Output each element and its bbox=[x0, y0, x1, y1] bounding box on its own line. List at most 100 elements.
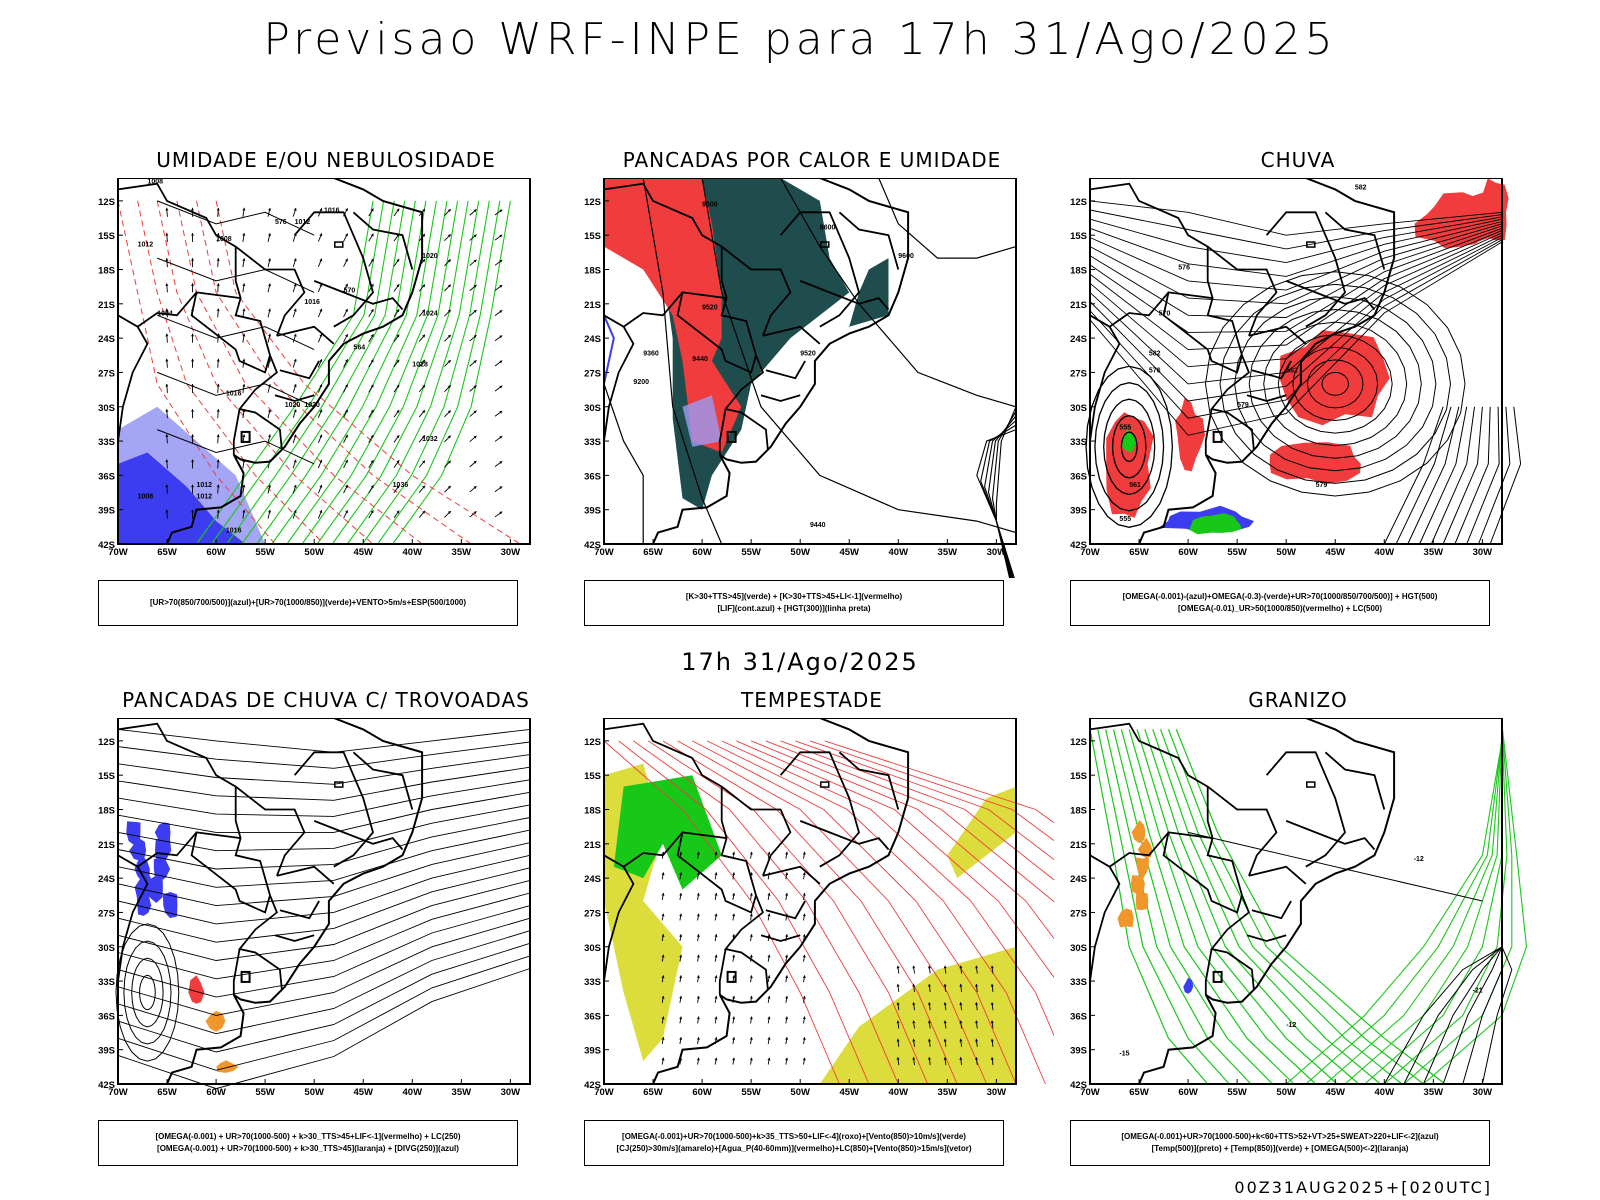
coastline bbox=[1138, 178, 1396, 545]
geopotential-height-300 bbox=[878, 178, 1017, 259]
streamline-850 bbox=[692, 740, 1017, 1085]
political-border bbox=[190, 291, 271, 374]
lon-tick-label: 70W bbox=[108, 547, 128, 558]
political-border bbox=[779, 751, 860, 868]
wind-vector-head bbox=[959, 1002, 963, 1006]
lon-tick-label: 50W bbox=[790, 547, 810, 558]
wind-vector-head bbox=[422, 334, 425, 338]
wind-vector-head bbox=[447, 284, 451, 288]
low-level-humidity-contour bbox=[271, 200, 427, 545]
wind-vector-head bbox=[802, 1016, 806, 1020]
lat-tick-label: 15S bbox=[584, 231, 601, 242]
wind-vector-head bbox=[319, 233, 323, 237]
wind-vector-head bbox=[370, 460, 374, 464]
lat-tick-label: 33S bbox=[98, 977, 115, 988]
wind-vector-head bbox=[447, 334, 451, 338]
wind-vector-head bbox=[499, 259, 503, 263]
lat-tick-label: 15S bbox=[98, 771, 115, 782]
lon-tick-label: 45W bbox=[353, 1087, 373, 1098]
lon-tick-label: 60W bbox=[1178, 1087, 1198, 1098]
political-border bbox=[137, 831, 198, 868]
temperature-850-contour bbox=[1112, 729, 1273, 1085]
wind-vector-head bbox=[319, 308, 323, 312]
wind-vector-head bbox=[749, 995, 753, 999]
wind-vector-head bbox=[896, 1038, 900, 1042]
lat-tick-label: 15S bbox=[584, 771, 601, 782]
lat-tick-label: 18S bbox=[98, 266, 115, 277]
wind-vector-head bbox=[785, 954, 789, 958]
political-border bbox=[279, 360, 320, 380]
wind-vector-head bbox=[714, 851, 718, 855]
wind-vector-head bbox=[396, 384, 400, 388]
wind-vector-head bbox=[661, 892, 665, 896]
lon-tick-label: 70W bbox=[594, 547, 614, 558]
wind-vector-head bbox=[447, 259, 451, 263]
wind-vector-head bbox=[896, 1020, 900, 1024]
lat-tick-label: 24S bbox=[584, 334, 601, 345]
political-border bbox=[838, 211, 900, 270]
wind-vector-head bbox=[165, 434, 169, 437]
lat-tick-label: 12S bbox=[1070, 737, 1087, 748]
contour-label: 1016 bbox=[226, 390, 242, 397]
wind-vector-head bbox=[293, 434, 297, 438]
political-border bbox=[190, 831, 271, 914]
temperature-850-contour bbox=[1325, 736, 1503, 1085]
temperature-850-contour bbox=[1128, 729, 1317, 1085]
wind-vector-head bbox=[345, 384, 348, 388]
wind-vector-head bbox=[679, 975, 683, 979]
wind-vector-head bbox=[473, 511, 477, 515]
wind-vector-head bbox=[216, 383, 220, 387]
political-border bbox=[721, 785, 792, 877]
streamline bbox=[1430, 406, 1475, 545]
wind-vector-head bbox=[749, 975, 753, 979]
wind-vector-head bbox=[714, 954, 718, 958]
wind-vector-head bbox=[216, 258, 220, 261]
lon-tick-label: 35W bbox=[452, 547, 472, 558]
wind-vector-head bbox=[732, 954, 736, 958]
wind-vector-head bbox=[345, 283, 348, 287]
lon-tick-label: 45W bbox=[839, 547, 859, 558]
wind-vector-head bbox=[714, 975, 718, 979]
wind-vector-head bbox=[767, 892, 771, 896]
lagoon-mirim bbox=[1212, 430, 1223, 443]
wind-vector-head bbox=[473, 410, 477, 414]
wind-vector-head bbox=[396, 208, 400, 212]
wind-vector-head bbox=[749, 913, 753, 917]
omega-500-area bbox=[1135, 892, 1149, 910]
contour-label: 1012 bbox=[138, 242, 154, 249]
wind-vector-head bbox=[447, 234, 451, 238]
temperature-850-contour bbox=[1120, 729, 1295, 1085]
wind-vector-head bbox=[990, 983, 994, 987]
wind-vector-head bbox=[975, 983, 979, 987]
contour-label: 9520 bbox=[702, 305, 718, 312]
contour-label: 582 bbox=[1355, 184, 1367, 191]
pressure-contour bbox=[1306, 359, 1364, 409]
lat-tick-label: 30S bbox=[584, 403, 601, 414]
pressure-contour bbox=[1103, 398, 1156, 496]
wind-vector-head bbox=[242, 333, 246, 337]
isobar bbox=[157, 371, 315, 408]
contour-label: 555 bbox=[1119, 425, 1131, 432]
wind-vector-head bbox=[396, 435, 400, 439]
lat-tick-label: 21S bbox=[98, 840, 115, 851]
political-border bbox=[1246, 934, 1287, 942]
pressure-contour bbox=[1120, 431, 1138, 463]
geopotential-height-300 bbox=[995, 406, 1017, 578]
contour-label: 561 bbox=[1129, 482, 1141, 489]
political-border bbox=[293, 751, 374, 868]
lon-tick-label: 45W bbox=[839, 1087, 859, 1098]
political-border bbox=[352, 751, 414, 810]
wind-vector-head bbox=[749, 892, 753, 896]
political-border bbox=[1207, 245, 1278, 337]
wind-vector-head bbox=[268, 333, 272, 337]
lat-tick-label: 24S bbox=[1070, 334, 1087, 345]
wind-vector-head bbox=[696, 851, 700, 855]
political-border bbox=[723, 894, 769, 990]
lagoon-mirim bbox=[240, 430, 251, 443]
federal-district bbox=[820, 241, 830, 248]
political-border bbox=[1109, 291, 1170, 328]
wind-vector-head bbox=[165, 232, 169, 236]
wind-vector-head bbox=[785, 851, 789, 855]
